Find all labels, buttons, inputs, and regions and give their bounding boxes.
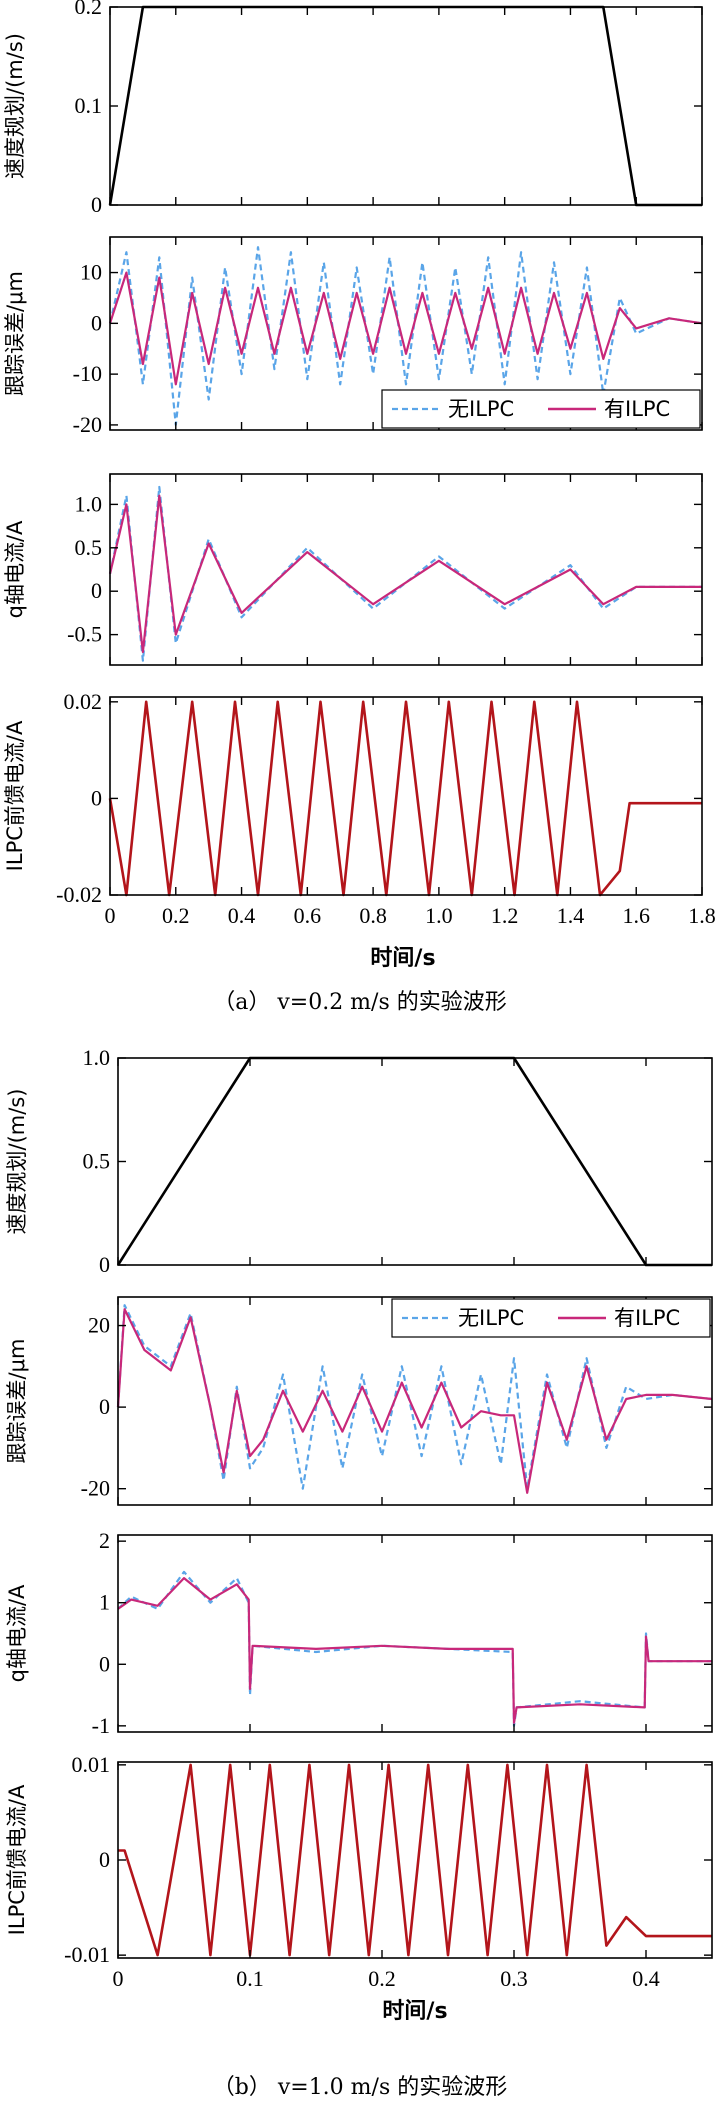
- x-tick-label-7-0: 0: [113, 1966, 124, 1991]
- y-tick-label-0-0: 0: [91, 192, 102, 217]
- y-tick-label-4-1: 0.5: [83, 1149, 111, 1174]
- x-tick-label-3-3: 0.6: [294, 903, 322, 928]
- y-tick-label-7-0: -0.01: [64, 1942, 110, 1967]
- caption-b: （b） v=1.0 m/s 的实验波形: [213, 2075, 507, 2100]
- legend-5: 无ILPC 有ILPC: [391, 1298, 711, 1338]
- series-line-6-0: [117, 1570, 712, 1727]
- y-tick-label-2-3: 1.0: [75, 491, 103, 516]
- y-axis-label-6: q轴电流/A: [5, 1584, 29, 1682]
- series-line-1-0: [108, 246, 703, 426]
- x-axis-label-a: 时间/s: [370, 946, 435, 971]
- x-tick-label-3-1: 0.2: [162, 903, 190, 928]
- panel-frame-1: [109, 236, 703, 431]
- series-line-0-0: [108, 5, 702, 207]
- series-line-3-0: [108, 700, 702, 897]
- x-tick-label-3-0: 0: [105, 903, 116, 928]
- x-tick-label-3-8: 1.6: [622, 903, 650, 928]
- panel-frame-2: [109, 473, 703, 666]
- y-axis-label-2: q轴电流/A: [3, 520, 27, 618]
- panel-2: -0.5 0 0.5 1.0 q轴电流/A: [3, 473, 703, 666]
- y-tick-label-3-0: -0.02: [56, 882, 102, 907]
- legend-label-with-ilpc: 有ILPC: [604, 397, 670, 421]
- y-tick-label-3-2: 0.02: [64, 689, 103, 714]
- panel-frame-4: [117, 1057, 713, 1266]
- x-tick-label-3-7: 1.4: [557, 903, 585, 928]
- y-tick-label-3-1: 0: [91, 785, 102, 810]
- x-tick-label-7-1: 0.1: [236, 1966, 264, 1991]
- y-tick-label-6-0: -1: [92, 1713, 110, 1738]
- y-tick-label-6-3: 2: [99, 1528, 110, 1553]
- legend-label-with-ilpc: 有ILPC: [614, 1306, 680, 1330]
- panel-0: 0 0.1 0.2 速度规划/(m/s): [3, 0, 703, 217]
- y-tick-label-7-2: 0.01: [72, 1752, 111, 1777]
- x-tick-label-7-3: 0.3: [500, 1966, 528, 1991]
- y-tick-label-5-0: -20: [81, 1476, 110, 1501]
- y-tick-label-4-2: 1.0: [83, 1045, 111, 1070]
- x-tick-label-3-9: 1.8: [688, 903, 716, 928]
- panel-frame-6: [117, 1534, 713, 1733]
- y-tick-label-5-2: 20: [88, 1313, 110, 1338]
- series-line-2-1: [108, 494, 702, 654]
- y-tick-label-0-2: 0.2: [75, 0, 103, 19]
- panel-frame-3: [109, 696, 703, 896]
- y-axis-label-4: 速度规划/(m/s): [5, 1089, 29, 1235]
- series-line-7-0: [118, 1763, 712, 1957]
- y-tick-label-1-2: 0: [91, 310, 102, 335]
- y-tick-label-7-1: 0: [99, 1847, 110, 1872]
- y-tick-label-2-1: 0: [91, 578, 102, 603]
- y-axis-label-1: 跟踪误差/μm: [3, 271, 27, 396]
- panel-frame-0: [109, 6, 703, 206]
- legend-label-without-ilpc: 无ILPC: [448, 397, 514, 421]
- y-tick-label-1-0: -20: [73, 412, 102, 437]
- x-tick-label-3-2: 0.4: [228, 903, 256, 928]
- y-axis-label-3: ILPC前馈电流/A: [3, 720, 27, 871]
- x-tick-label-3-6: 1.2: [491, 903, 519, 928]
- x-tick-label-3-4: 0.8: [359, 903, 387, 928]
- series-line-4-0: [116, 1056, 712, 1267]
- legend-label-without-ilpc: 无ILPC: [458, 1306, 524, 1330]
- y-tick-label-4-0: 0: [99, 1252, 110, 1277]
- y-tick-label-0-1: 0.1: [75, 93, 103, 118]
- panel-6: -1 0 1 2 q轴电流/A: [5, 1528, 713, 1738]
- caption-a: （a） v=0.2 m/s 的实验波形: [213, 990, 507, 1015]
- y-axis-label-7: ILPC前馈电流/A: [5, 1784, 29, 1935]
- panel-4: 0 0.5 1.0 速度规划/(m/s): [5, 1045, 713, 1277]
- panel-5: -20 0 20 跟踪误差/μm 无ILPC 有ILPC: [5, 1296, 713, 1506]
- x-tick-label-7-2: 0.2: [368, 1966, 396, 1991]
- y-tick-label-2-2: 0.5: [75, 535, 103, 560]
- series-line-5-1: [116, 1308, 713, 1494]
- legend-1: 无ILPC 有ILPC: [381, 389, 701, 429]
- series-line-1-1: [108, 271, 703, 386]
- panel-1: -20 -10 0 10 跟踪误差/μm 无ILPC 有ILPC: [3, 236, 703, 437]
- y-tick-label-6-2: 1: [99, 1590, 110, 1615]
- y-tick-label-1-1: -10: [73, 361, 102, 386]
- x-axis-label-b: 时间/s: [382, 1999, 447, 2024]
- panel-frame-5: [117, 1296, 713, 1506]
- series-line-6-1: [117, 1576, 712, 1724]
- y-axis-label-0: 速度规划/(m/s): [3, 33, 27, 179]
- y-axis-label-5: 跟踪误差/μm: [5, 1339, 29, 1464]
- y-tick-label-2-0: -0.5: [67, 622, 102, 647]
- x-tick-label-3-5: 1.0: [425, 903, 453, 928]
- y-tick-label-5-1: 0: [99, 1394, 110, 1419]
- y-tick-label-1-3: 10: [80, 260, 102, 285]
- x-tick-label-7-4: 0.4: [632, 1966, 660, 1991]
- y-tick-label-6-1: 0: [99, 1651, 110, 1676]
